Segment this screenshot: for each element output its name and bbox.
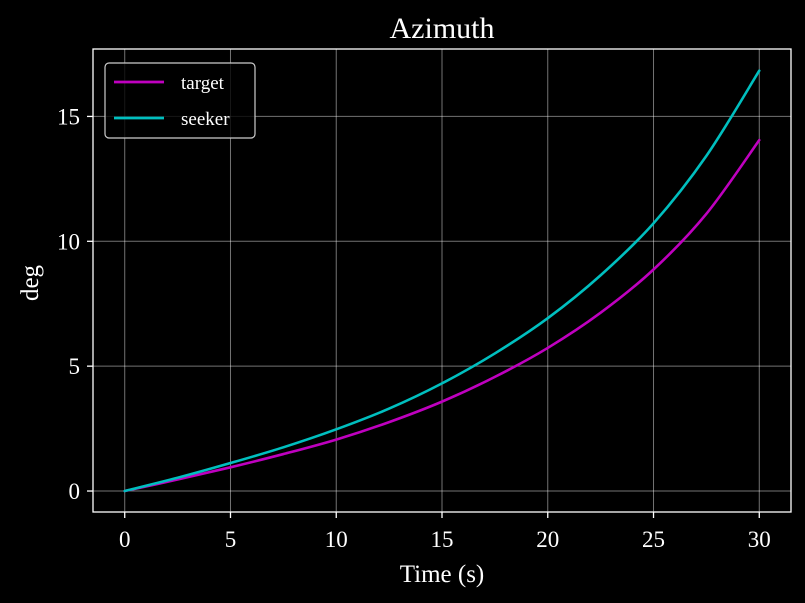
y-tick-label: 5 (69, 354, 81, 379)
ticks: 0 5 10 15 20 25 30 0 5 10 15 (57, 104, 771, 552)
legend-label-target: target (181, 73, 225, 94)
legend: target seeker (104, 62, 256, 139)
x-tick-label: 0 (119, 527, 131, 552)
y-tick-label: 15 (57, 104, 80, 129)
x-tick-label: 10 (325, 527, 348, 552)
x-axis-title: Time (s) (400, 561, 485, 588)
x-tick-label: 15 (431, 527, 454, 552)
grid (93, 49, 791, 512)
legend-box (104, 62, 256, 139)
x-tick-label: 20 (536, 527, 559, 552)
series-layer (123, 69, 761, 493)
x-tick-label: 30 (748, 527, 771, 552)
y-axis-title: deg (17, 264, 44, 301)
y-tick-label: 0 (69, 479, 81, 504)
series-line-target (123, 138, 761, 493)
series-line-seeker (123, 69, 761, 493)
x-tick-label: 25 (642, 527, 665, 552)
x-tick-label: 5 (225, 527, 237, 552)
legend-label-seeker: seeker (181, 109, 230, 130)
chart-title: Azimuth (390, 12, 495, 45)
y-tick-label: 10 (57, 229, 80, 254)
